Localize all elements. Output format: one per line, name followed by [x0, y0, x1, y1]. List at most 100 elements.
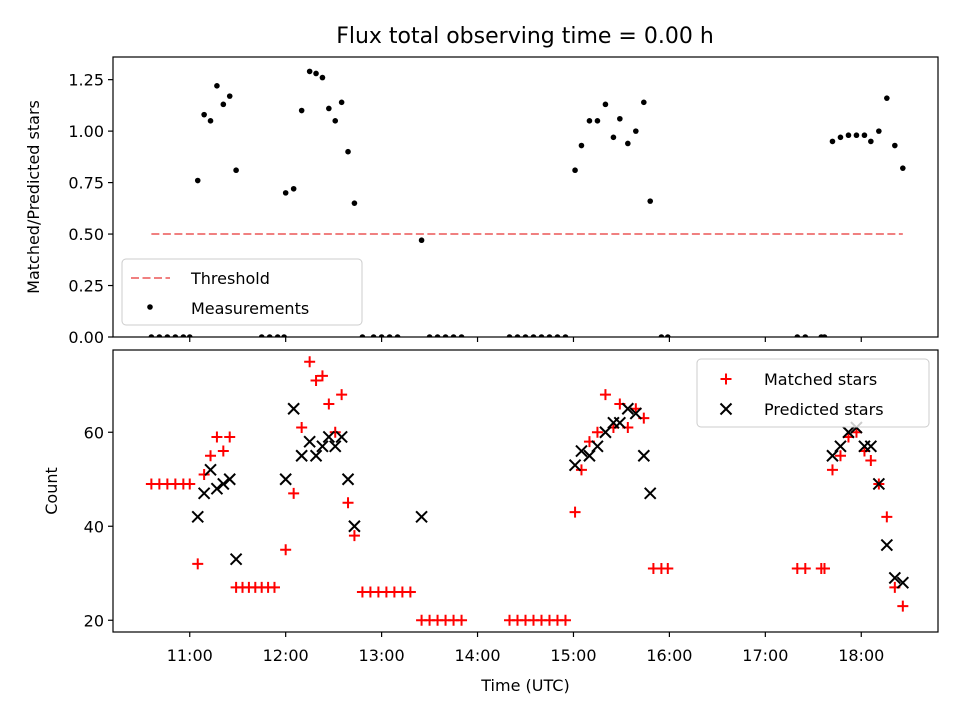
data-point — [826, 464, 838, 476]
data-point — [316, 370, 328, 382]
data-point — [224, 431, 236, 443]
data-point — [554, 334, 561, 337]
y-tick-label: 0.75 — [68, 174, 104, 193]
data-point — [559, 614, 571, 626]
data-point — [309, 449, 323, 462]
data-point — [880, 538, 894, 552]
data-point — [662, 563, 674, 575]
data-point — [217, 477, 230, 491]
data-point — [842, 426, 855, 439]
data-point — [837, 134, 844, 141]
data-point — [310, 375, 322, 387]
data-point — [336, 389, 348, 401]
data-point — [868, 138, 874, 145]
data-point — [201, 111, 207, 118]
data-point — [258, 334, 265, 337]
data-point — [834, 450, 846, 462]
x-tick-label: 13:00 — [359, 646, 405, 665]
data-point — [794, 334, 801, 337]
data-point — [625, 140, 631, 147]
data-point — [345, 148, 351, 155]
data-point — [329, 426, 341, 438]
data-point — [313, 70, 319, 77]
data-point — [578, 142, 585, 149]
data-point — [205, 450, 217, 462]
data-point — [538, 334, 545, 337]
data-point — [306, 68, 313, 75]
data-point — [568, 458, 582, 472]
data-point — [514, 334, 521, 337]
data-point — [226, 93, 233, 99]
data-point — [335, 430, 348, 444]
data-point — [214, 83, 220, 89]
data-point — [198, 469, 210, 481]
axes-frame — [112, 56, 939, 338]
data-point — [442, 334, 449, 337]
data-point — [575, 464, 587, 476]
series-measurements — [148, 68, 906, 337]
data-point — [359, 334, 366, 337]
y-axis-label: Matched/Predicted stars — [24, 100, 43, 294]
data-point — [348, 530, 360, 542]
series-predicted-stars — [191, 402, 910, 589]
data-point — [156, 334, 163, 337]
data-point — [148, 334, 155, 337]
data-point — [370, 334, 377, 337]
legend-measurements-swatch — [147, 304, 153, 310]
data-point — [279, 473, 292, 486]
data-point — [829, 138, 836, 145]
data-point — [295, 449, 308, 462]
data-point — [591, 426, 603, 438]
data-point — [641, 99, 647, 106]
data-point — [274, 334, 281, 337]
data-point — [348, 520, 361, 533]
legend-swatch — [720, 373, 732, 385]
data-point — [865, 454, 877, 466]
data-point — [586, 118, 593, 124]
data-point — [881, 511, 893, 523]
top-panel: 0.00 0.25 0.50 0.75 1.00 1.25 Matched/Predicte… — [24, 56, 939, 347]
data-point — [323, 398, 335, 410]
data-point — [268, 581, 280, 593]
data-point — [900, 165, 906, 171]
legend: Threshold Measurements — [121, 258, 363, 326]
data-point — [298, 107, 305, 114]
data-point — [316, 440, 329, 453]
data-point — [591, 440, 604, 453]
data-point — [853, 132, 860, 139]
y-tick-label: 0.50 — [68, 225, 104, 244]
x-tick-label: 16:00 — [646, 646, 692, 665]
data-point — [834, 440, 847, 453]
data-point — [322, 430, 336, 444]
data-point — [281, 334, 287, 337]
data-point — [647, 198, 654, 204]
x-axis-label: Time (UTC) — [480, 676, 569, 695]
data-point — [394, 334, 401, 337]
x-tick-label: 11:00 — [167, 646, 213, 665]
data-point — [633, 128, 639, 134]
data-point — [207, 118, 214, 124]
data-point — [303, 435, 316, 448]
data-point — [799, 563, 811, 575]
data-point — [617, 115, 623, 122]
data-point — [426, 334, 433, 337]
data-point — [172, 334, 179, 337]
data-point — [458, 334, 465, 337]
data-point — [450, 334, 457, 337]
data-point — [888, 571, 902, 585]
data-point — [211, 431, 223, 443]
data-point — [338, 99, 345, 106]
data-point — [319, 74, 326, 81]
data-point — [229, 552, 243, 566]
data-point — [288, 487, 300, 499]
data-point — [287, 402, 300, 415]
data-point — [192, 558, 204, 570]
figure-title: Flux total observing time = 0.00 h — [336, 24, 714, 49]
plot-area — [145, 356, 910, 626]
data-point — [220, 101, 227, 108]
data-point — [456, 614, 468, 626]
y-tick-label: 1.00 — [68, 122, 104, 141]
data-point — [658, 334, 665, 337]
data-point — [522, 334, 529, 337]
data-point — [194, 177, 201, 184]
